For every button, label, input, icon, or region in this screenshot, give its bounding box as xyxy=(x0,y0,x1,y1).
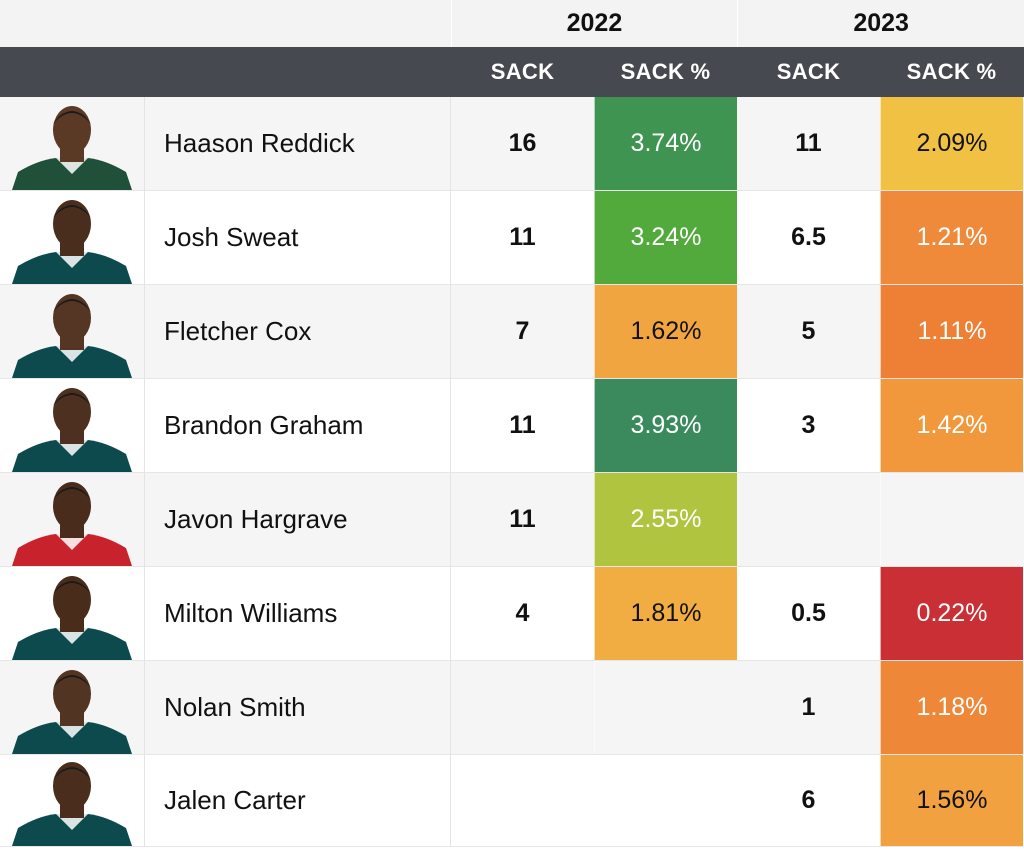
head-shape xyxy=(53,106,91,154)
player-headshot-cell xyxy=(0,661,145,754)
head-shape xyxy=(53,294,91,342)
hair-shape xyxy=(53,581,91,594)
hair-shape xyxy=(53,299,91,312)
head-shape xyxy=(53,576,91,624)
table-row[interactable]: Jalen Carter 6 1.56% xyxy=(0,755,1024,847)
player-name: Milton Williams xyxy=(145,567,451,660)
hair-shape xyxy=(53,675,91,688)
player-headshot xyxy=(12,388,132,472)
head-shape xyxy=(53,200,91,248)
sack-2022-cell: 4 xyxy=(515,599,530,627)
head-shape xyxy=(53,388,91,436)
sack-2023-cell: 0.5 xyxy=(791,599,826,627)
table-row[interactable]: Haason Reddick 16 3.74% 11 2.09% xyxy=(0,97,1024,191)
hair-shape xyxy=(53,111,91,124)
col-header-sack-2022[interactable]: SACK xyxy=(490,59,555,84)
sack-pct-2022-cell: 3.24% xyxy=(594,191,737,284)
table-row[interactable]: Milton Williams 4 1.81% 0.5 0.22% xyxy=(0,567,1024,661)
table-row[interactable]: Brandon Graham 11 3.93% 3 1.42% xyxy=(0,379,1024,473)
sack-2022-cell xyxy=(451,755,594,846)
player-name: Haason Reddick xyxy=(145,97,451,190)
sack-pct-2023-cell: 1.21% xyxy=(880,191,1023,284)
player-name: Jalen Carter xyxy=(145,755,451,846)
sack-2023-cell: 5 xyxy=(801,317,816,345)
sack-pct-2022-cell xyxy=(594,755,737,846)
player-name: Javon Hargrave xyxy=(145,473,451,566)
sack-2022-cell xyxy=(451,661,594,754)
year-header-blank xyxy=(0,0,452,47)
sack-pct-2023-cell: 2.09% xyxy=(880,97,1023,190)
sack-pct-2023-cell: 1.11% xyxy=(880,285,1023,378)
sack-pct-2023-cell: 0.22% xyxy=(880,567,1023,660)
year-2023-header: 2023 xyxy=(853,9,909,37)
head-shape xyxy=(53,670,91,718)
player-headshot xyxy=(12,482,132,566)
hair-shape xyxy=(53,393,91,406)
column-header-row: SACK SACK % SACK SACK % xyxy=(0,47,1024,97)
sack-2023-cell: 6 xyxy=(801,786,816,814)
sack-pct-2022-cell: 3.74% xyxy=(594,97,737,190)
sack-pct-2023-cell xyxy=(880,473,1023,566)
head-shape xyxy=(53,762,91,810)
player-name: Josh Sweat xyxy=(145,191,451,284)
sack-pct-2022-cell: 1.81% xyxy=(594,567,737,660)
sack-pct-2022-cell xyxy=(594,661,737,754)
table-row[interactable]: Fletcher Cox 7 1.62% 5 1.11% xyxy=(0,285,1024,379)
sack-2023-cell xyxy=(737,473,880,566)
sack-2022-cell: 11 xyxy=(509,223,536,251)
sack-2023-cell: 11 xyxy=(795,129,822,157)
player-name: Brandon Graham xyxy=(145,379,451,472)
player-headshot xyxy=(12,200,132,284)
table-row[interactable]: Josh Sweat 11 3.24% 6.5 1.21% xyxy=(0,191,1024,285)
col-header-sack-2023[interactable]: SACK xyxy=(776,59,841,84)
player-name: Nolan Smith xyxy=(145,661,451,754)
sack-2023-cell: 1 xyxy=(801,693,816,721)
hair-shape xyxy=(53,205,91,218)
player-name: Fletcher Cox xyxy=(145,285,451,378)
year-header-row: 2022 2023 xyxy=(0,0,1024,47)
player-headshot xyxy=(12,670,132,754)
col-header-sack-pct-2022[interactable]: SACK % xyxy=(620,59,711,84)
hair-shape xyxy=(53,767,91,780)
sack-2023-cell: 6.5 xyxy=(791,223,826,251)
player-headshot-cell xyxy=(0,285,145,378)
player-headshot-cell xyxy=(0,755,145,846)
sack-2023-cell: 3 xyxy=(801,411,816,439)
table-body: Haason Reddick 16 3.74% 11 2.09% Josh Sweat 11… xyxy=(0,97,1024,847)
sack-pct-2022-cell: 1.62% xyxy=(594,285,737,378)
hair-shape xyxy=(53,487,91,500)
table-row[interactable]: Nolan Smith 1 1.18% xyxy=(0,661,1024,755)
player-headshot xyxy=(12,762,132,846)
sack-pct-2023-cell: 1.42% xyxy=(880,379,1023,472)
table-row[interactable]: Javon Hargrave 11 2.55% xyxy=(0,473,1024,567)
sack-2022-cell: 11 xyxy=(509,411,536,439)
sack-2022-cell: 11 xyxy=(509,505,536,533)
sack-2022-cell: 7 xyxy=(515,317,530,345)
player-headshot-cell xyxy=(0,567,145,660)
year-2022-header: 2022 xyxy=(452,0,739,47)
sack-pct-2022-cell: 3.93% xyxy=(594,379,737,472)
sack-pct-2023-cell: 1.56% xyxy=(880,755,1023,846)
column-header-spacer xyxy=(0,47,451,97)
sack-pct-2022-cell: 2.55% xyxy=(594,473,737,566)
player-headshot-cell xyxy=(0,473,145,566)
sack-2022-cell: 16 xyxy=(508,129,537,157)
player-headshot xyxy=(12,294,132,378)
player-headshot xyxy=(12,106,132,190)
player-headshot xyxy=(12,576,132,660)
player-headshot-cell xyxy=(0,191,145,284)
sack-pct-2023-cell: 1.18% xyxy=(880,661,1023,754)
player-headshot-cell xyxy=(0,97,145,190)
col-header-sack-pct-2023[interactable]: SACK % xyxy=(906,59,997,84)
player-headshot-cell xyxy=(0,379,145,472)
head-shape xyxy=(53,482,91,530)
